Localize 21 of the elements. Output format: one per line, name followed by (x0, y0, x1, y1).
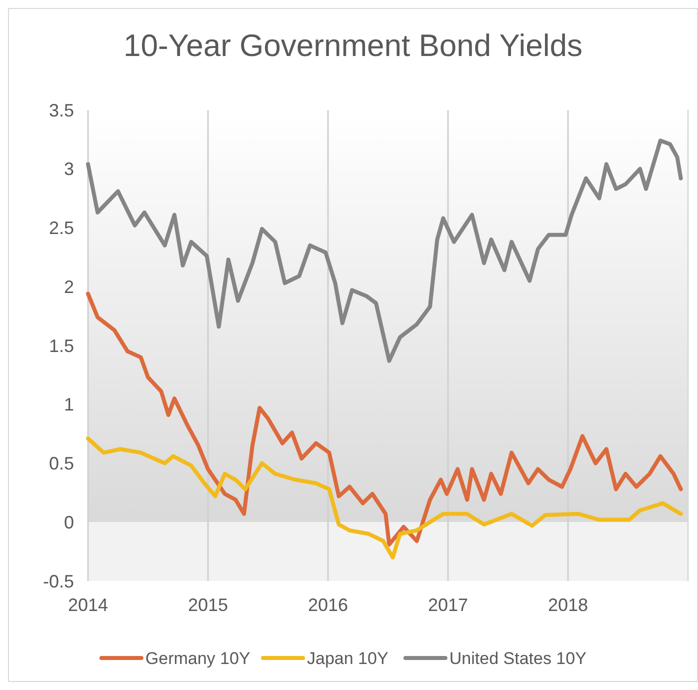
x-tick-label: 2016 (308, 595, 348, 615)
legend-label: Japan 10Y (307, 648, 388, 668)
x-tick-label: 2017 (428, 595, 468, 615)
legend-label: United States 10Y (449, 648, 586, 668)
y-tick-label: 1.5 (48, 336, 74, 356)
chart-title: 10-Year Government Bond Yields (124, 28, 582, 63)
y-tick-label: 3.5 (48, 100, 74, 120)
y-tick-label: 2.5 (48, 218, 74, 238)
line-series (86, 138, 683, 363)
x-tick-label: 2014 (68, 595, 108, 615)
x-tick-label: 2015 (188, 595, 228, 615)
y-tick-label: 0.5 (48, 454, 74, 474)
y-tick-label: -0.5 (42, 571, 74, 592)
y-tick-label: 1 (64, 394, 74, 415)
y-tick-label: 2 (64, 276, 74, 297)
y-tick-label: 3 (64, 159, 74, 180)
line-series (86, 436, 683, 560)
x-tick-label: 2018 (548, 595, 588, 615)
y-tick-label: 0 (64, 512, 74, 532)
legend-label: Germany 10Y (145, 648, 250, 668)
line-series (86, 292, 683, 546)
